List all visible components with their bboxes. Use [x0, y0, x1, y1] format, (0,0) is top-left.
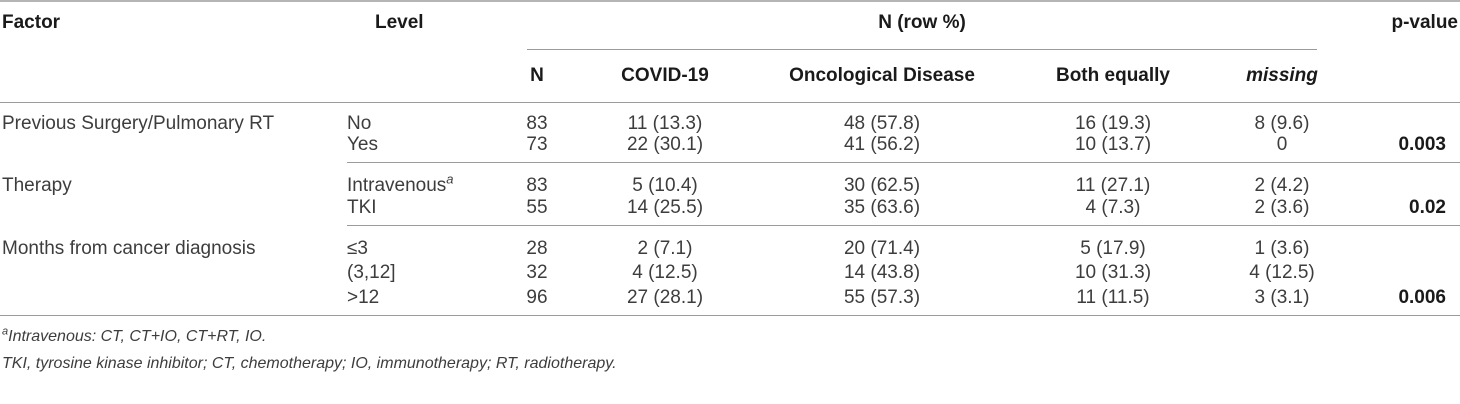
pvalue-cell: 0.003 [1398, 134, 1446, 156]
missing-cell: 0 [1276, 134, 1288, 156]
factor-cell: Months from cancer diagnosis [2, 237, 256, 259]
oncological-disease-cell: 41 (56.2) [843, 134, 921, 156]
missing-cell: 1 (3.6) [1225, 224, 1339, 260]
span-header-underline: N (row %) [527, 2, 1317, 50]
factor-cell: Therapy [2, 174, 72, 196]
level-cell: (3,12] [347, 262, 396, 284]
oncological-disease-cell: 20 (71.4) [763, 224, 1001, 260]
level-cell: >12 [347, 286, 507, 316]
pvalue-column-header: p-value [1339, 1, 1460, 103]
pvalue-cell: 0.006 [1339, 286, 1460, 316]
oncological-disease-subheader: Oncological Disease [763, 50, 1001, 103]
both-equally-cell: 16 (19.3) [1074, 112, 1152, 134]
n-cell: 83 [507, 162, 567, 198]
pvalue-cell [1339, 162, 1460, 198]
factor-cell [0, 197, 347, 225]
oncological-disease-cell: 30 (62.5) [763, 162, 1001, 198]
covid19-cell: 22 (30.1) [626, 134, 704, 156]
oncological-disease-cell: 35 (63.6) [843, 197, 921, 219]
covid19-cell: 11 (13.3) [627, 112, 703, 134]
header-row-main: Factor Level N (row %) p-value [0, 1, 1460, 103]
footnote-superscript-a: a [2, 325, 9, 338]
table-row: Therapy Intravenousa 83 5 (10.4) 30 (62.5) 11… [0, 162, 1460, 198]
footnote-abbreviations: TKI, tyrosine kinase inhibitor; CT, chem… [2, 350, 1460, 377]
missing-cell: 2 (3.6) [1254, 197, 1310, 219]
footnote-intravenous-text: Intravenous: CT, CT+IO, CT+RT, IO. [8, 327, 267, 345]
table-section: Previous Surgery/Pulmonary RT No 83 11 (13.… [0, 102, 1460, 163]
pvalue-cell: 0.02 [1409, 197, 1446, 219]
span-header-label: N (row %) [878, 12, 966, 33]
factor-column-header: Factor [0, 1, 347, 103]
both-equally-cell: 4 (7.3) [1085, 197, 1141, 219]
level-column-header: Level [347, 1, 507, 103]
table-row: Months from cancer diagnosis ≤3 28 2 (7.1) 2… [0, 224, 1460, 260]
level-cell: TKI [347, 197, 377, 219]
level-cell: ≤3 [347, 224, 507, 260]
footnote-intravenous: aIntravenous: CT, CT+IO, CT+RT, IO. [2, 323, 1460, 350]
table-header: Factor Level N (row %) p-value N COVID-1… [0, 1, 1460, 103]
table-row: TKI 55 14 (25.5) 35 (63.6) 4 (7.3) 2 (3.6) 0.0… [0, 197, 1460, 225]
n-row-percent-span-header: N (row %) [507, 1, 1339, 50]
table-section: Therapy Intravenousa 83 5 (10.4) 30 (62.5) 11… [0, 162, 1460, 226]
n-cell: 55 [526, 197, 548, 219]
oncological-disease-cell: 55 (57.3) [763, 286, 1001, 316]
footnote-abbreviations-text: TKI, tyrosine kinase inhibitor; CT, chem… [2, 354, 617, 372]
covid-oncology-table: Factor Level N (row %) p-value N COVID-1… [0, 0, 1460, 316]
covid19-subheader: COVID-19 [567, 50, 763, 103]
covid19-cell: 2 (7.1) [567, 224, 763, 260]
pvalue-cell [1339, 102, 1460, 134]
both-equally-cell: 11 (11.5) [1001, 286, 1225, 316]
oncological-disease-cell: 14 (43.8) [843, 262, 921, 284]
pvalue-cell [1339, 224, 1460, 260]
n-cell: 96 [507, 286, 567, 316]
level-superscript: a [446, 171, 454, 187]
table-row: Previous Surgery/Pulmonary RT No 83 11 (13.… [0, 102, 1460, 134]
table-row: (3,12] 32 4 (12.5) 14 (43.8) 10 (31.3) 4 (12.… [0, 260, 1460, 287]
n-cell: 83 [526, 112, 548, 134]
covid19-cell: 14 (25.5) [626, 197, 704, 219]
missing-cell: 8 (9.6) [1254, 112, 1310, 134]
both-equally-cell: 5 (17.9) [1001, 224, 1225, 260]
factor-cell [0, 260, 347, 287]
header-row-sub: N COVID-19 Oncological Disease Both equa… [0, 50, 1460, 103]
oncological-disease-cell: 48 (57.8) [843, 112, 921, 134]
n-cell: 32 [526, 262, 548, 284]
missing-cell: 3 (3.1) [1225, 286, 1339, 316]
table-row: >12 96 27 (28.1) 55 (57.3) 11 (11.5) 3 (3.1) 0… [0, 286, 1460, 316]
both-equally-cell: 10 (13.7) [1074, 134, 1152, 156]
level-cell: No [347, 112, 372, 134]
covid19-cell: 27 (28.1) [567, 286, 763, 316]
covid19-cell: 4 (12.5) [632, 262, 698, 284]
table-section: Months from cancer diagnosis ≤3 28 2 (7.1) 2… [0, 224, 1460, 316]
both-equally-cell: 11 (27.1) [1001, 162, 1225, 198]
covid19-cell: 5 (10.4) [567, 162, 763, 198]
both-equally-cell: 10 (31.3) [1074, 262, 1152, 284]
level-cell: Intravenousa [347, 162, 507, 198]
missing-subheader: missing [1225, 50, 1339, 103]
factor-cell [0, 134, 347, 162]
missing-cell: 2 (4.2) [1225, 162, 1339, 198]
footnotes: aIntravenous: CT, CT+IO, CT+RT, IO. TKI,… [0, 316, 1460, 377]
level-cell: Yes [347, 134, 378, 156]
both-equally-subheader: Both equally [1001, 50, 1225, 103]
n-cell: 73 [526, 134, 548, 156]
n-subheader: N [507, 50, 567, 103]
factor-cell: Previous Surgery/Pulmonary RT [2, 112, 275, 134]
n-cell: 28 [507, 224, 567, 260]
pvalue-cell [1339, 260, 1460, 287]
factor-cell [0, 286, 347, 316]
missing-cell: 4 (12.5) [1249, 262, 1315, 284]
table-row: Yes 73 22 (30.1) 41 (56.2) 10 (13.7) 0 0.003 [0, 134, 1460, 162]
